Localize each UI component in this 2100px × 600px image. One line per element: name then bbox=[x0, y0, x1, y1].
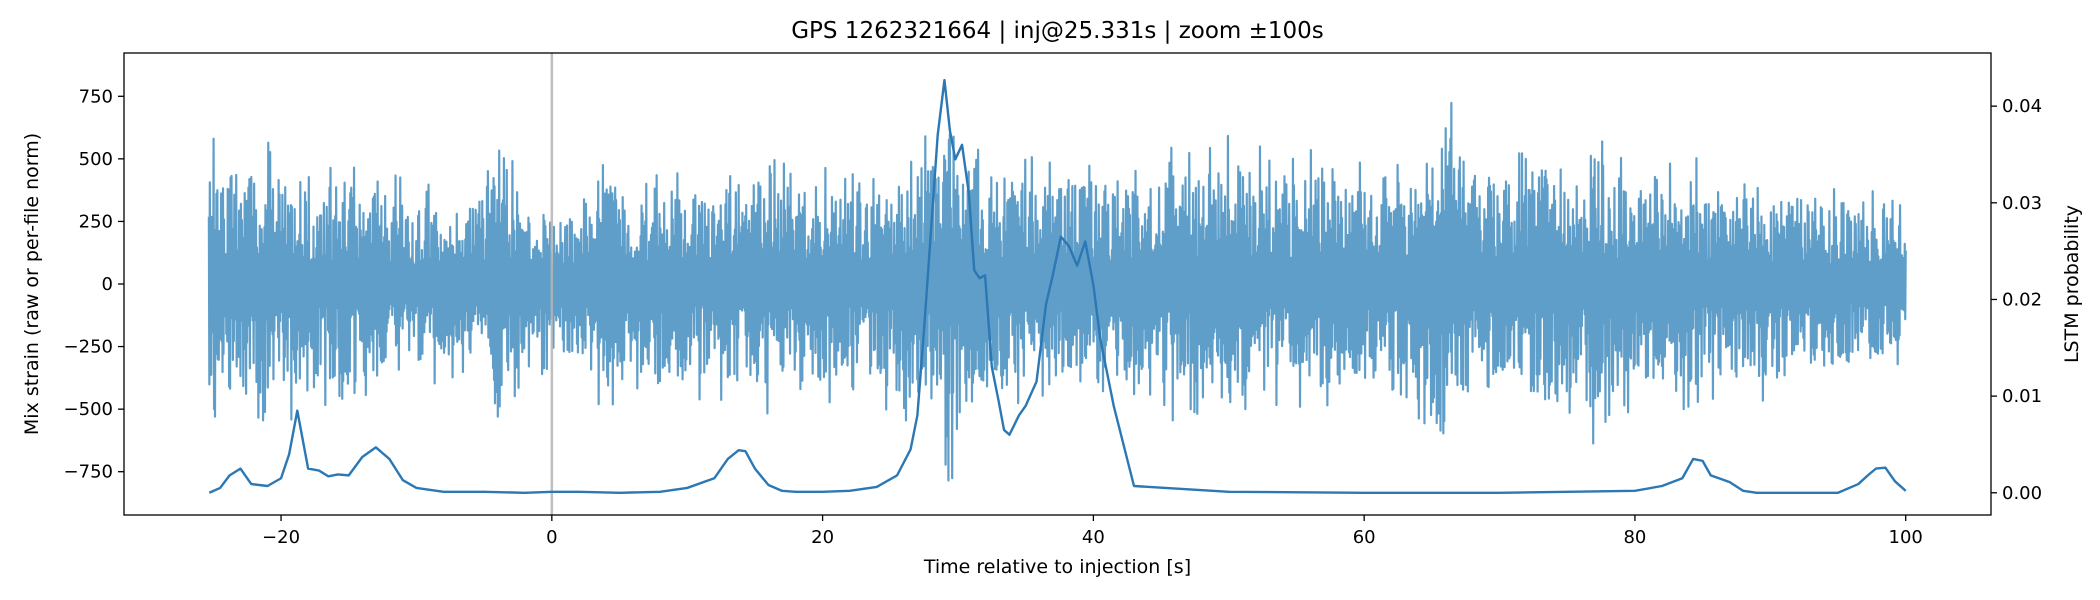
strain-series-line bbox=[207, 101, 1907, 482]
y2-tick-label: 0.02 bbox=[2002, 289, 2042, 310]
chart-title: GPS 1262321664 | inj@25.331s | zoom ±100… bbox=[791, 18, 1324, 44]
plot-layer bbox=[207, 53, 1907, 515]
x-tick-label: 20 bbox=[811, 527, 834, 548]
x-tick-label: 0 bbox=[546, 527, 557, 548]
lstm-probability-line bbox=[208, 78, 1907, 494]
y2-tick-label: 0.01 bbox=[2002, 386, 2042, 407]
x-tick-label: 100 bbox=[1889, 527, 1923, 548]
y-tick-label: −250 bbox=[64, 337, 113, 358]
y2-tick-label: 0.04 bbox=[2002, 96, 2042, 117]
y2-axis-label: LSTM probability bbox=[2061, 205, 2083, 363]
y2-tick-label: 0.03 bbox=[2002, 193, 2042, 214]
y-tick-label: 0 bbox=[102, 274, 113, 295]
x-axis-label: Time relative to injection [s] bbox=[923, 556, 1191, 578]
y2-tick-label: 0.00 bbox=[2002, 483, 2042, 504]
y-axis-label: Mix strain (raw or per-file norm) bbox=[21, 133, 43, 435]
y-tick-label: 750 bbox=[79, 86, 113, 107]
x-tick-label: 40 bbox=[1082, 527, 1105, 548]
y-axis-ticks: −750 −500 −250 0 250 500 750 bbox=[64, 86, 124, 483]
y-tick-label: 250 bbox=[79, 211, 113, 232]
y2-axis-ticks: 0.00 0.01 0.02 0.03 0.04 bbox=[1991, 96, 2042, 504]
x-axis-ticks: −20 0 20 40 60 80 100 bbox=[262, 515, 1923, 548]
y-tick-label: −750 bbox=[64, 462, 113, 483]
y-tick-label: −500 bbox=[64, 399, 113, 420]
y-tick-label: 500 bbox=[79, 149, 113, 170]
x-tick-label: 80 bbox=[1623, 527, 1646, 548]
x-tick-label: 60 bbox=[1353, 527, 1376, 548]
x-tick-label: −20 bbox=[262, 527, 300, 548]
